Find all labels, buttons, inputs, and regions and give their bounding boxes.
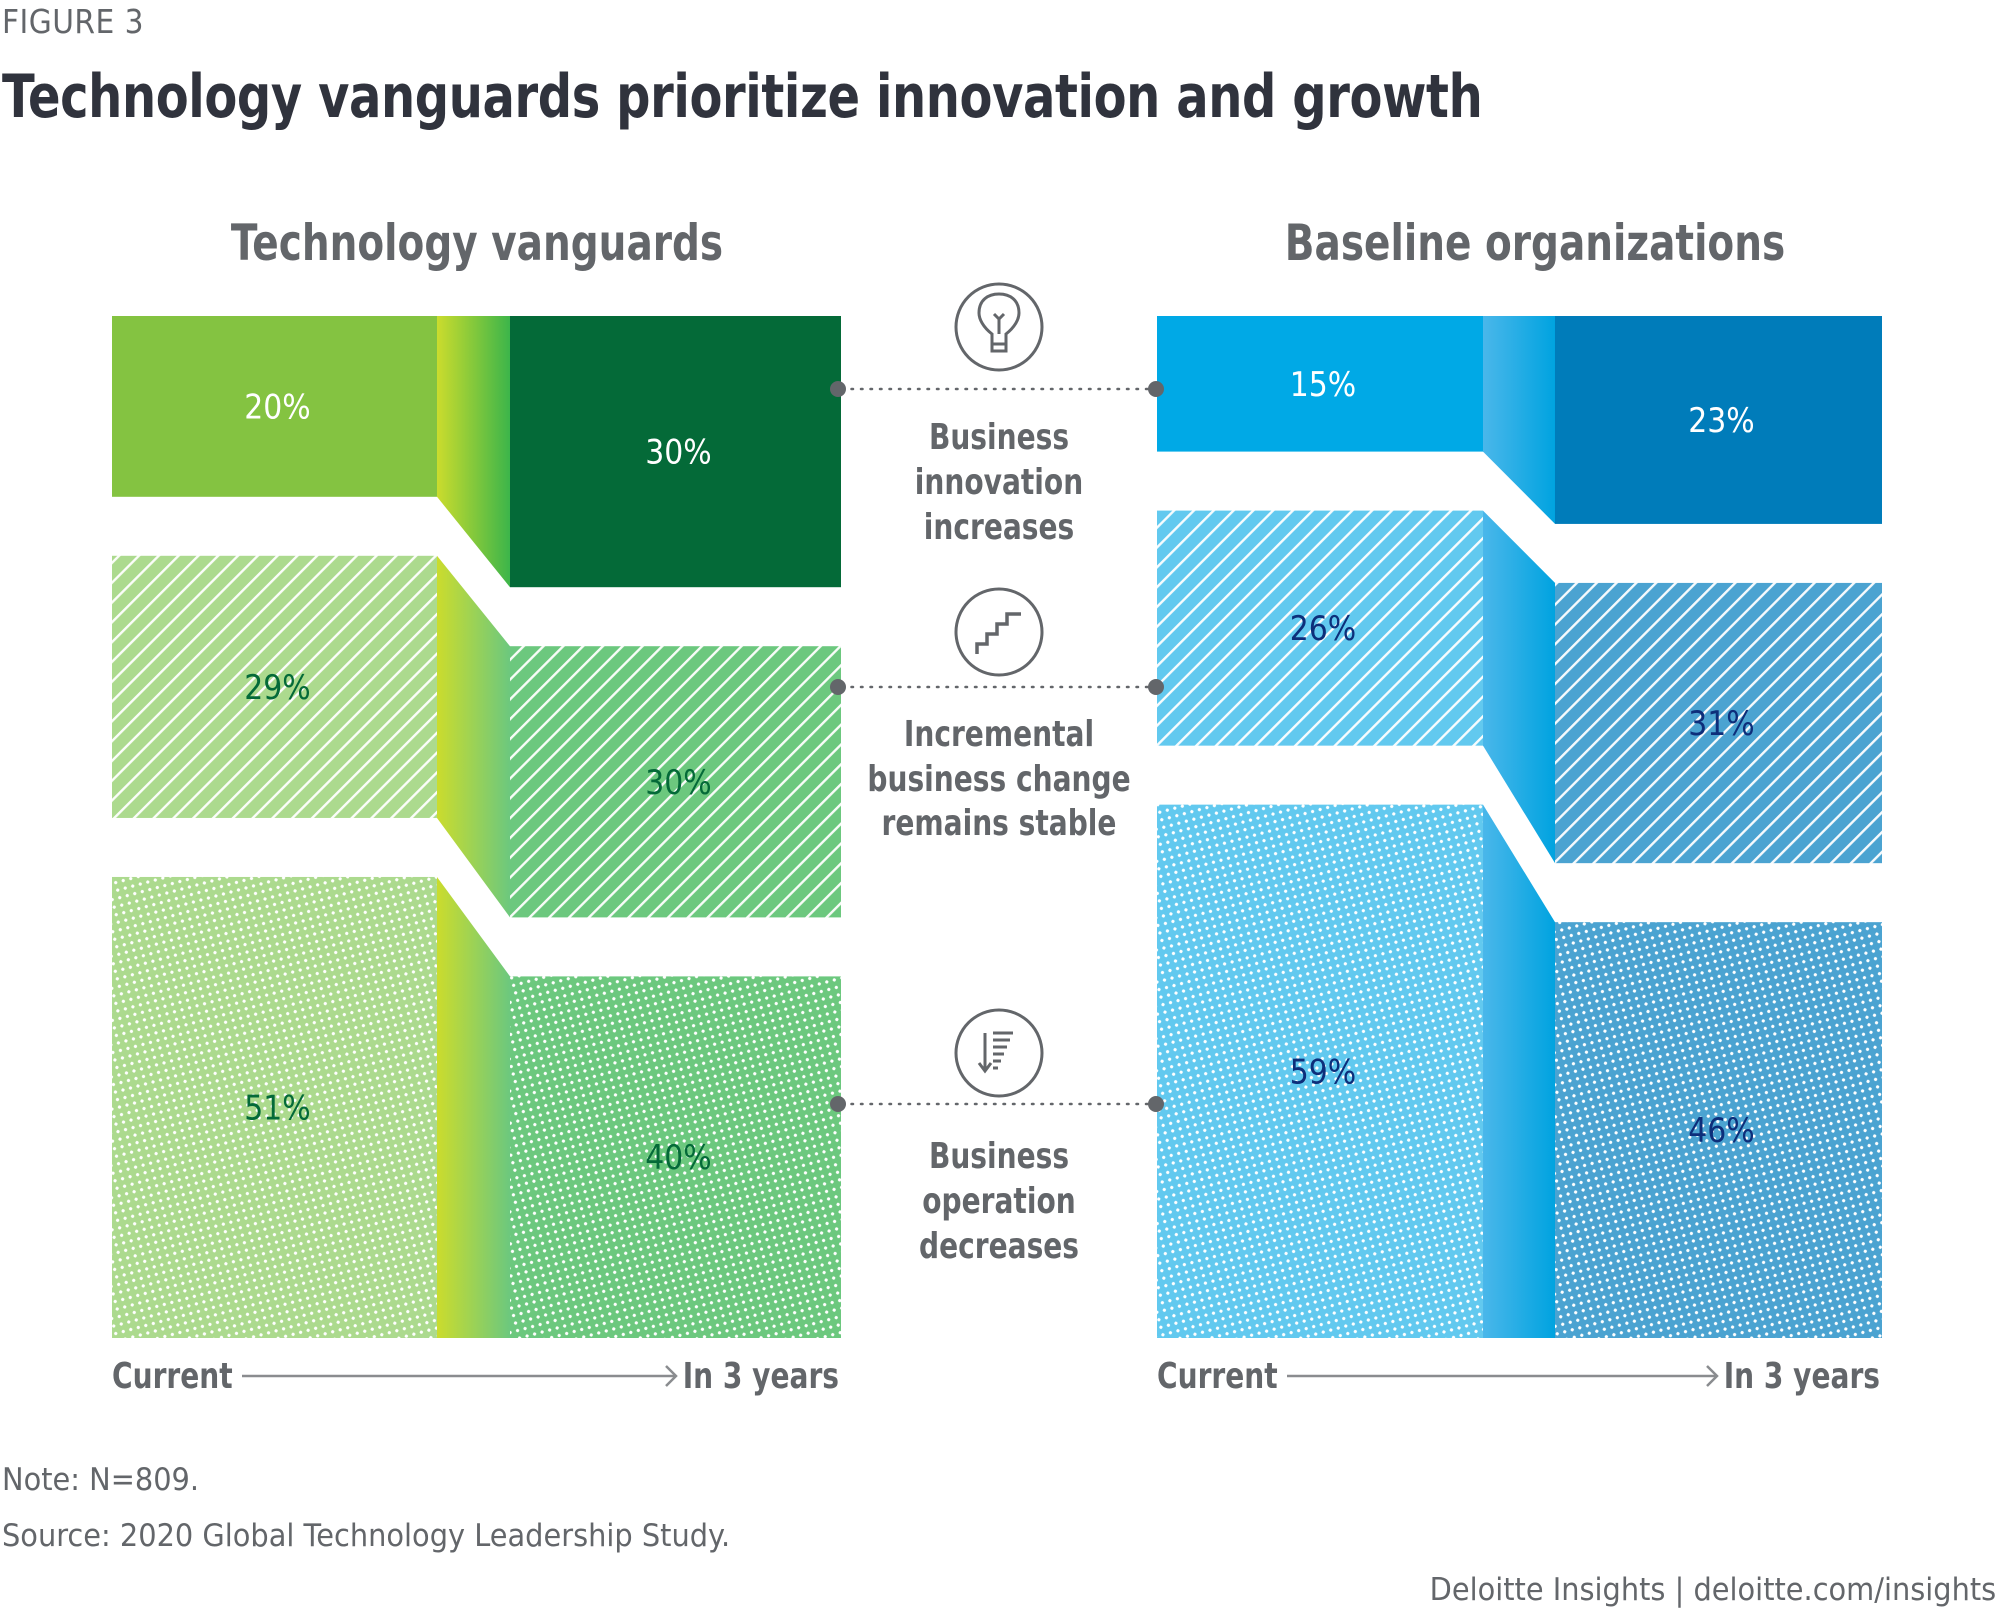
bar-future-1 <box>1555 582 1882 864</box>
connector-dot-right <box>1148 679 1164 695</box>
connector-0 <box>437 316 510 588</box>
annotation-text-line: decreases <box>919 1225 1079 1267</box>
lightbulb-icon <box>954 282 1044 372</box>
panel-title-vanguards: Technology vanguards <box>230 214 724 272</box>
bulb-outline <box>977 292 1021 346</box>
bulb-filament <box>992 312 1006 334</box>
sort-descending-icon <box>954 1008 1044 1098</box>
annotation-text-line: innovation <box>915 461 1083 503</box>
panel-title-baseline: Baseline organizations <box>1284 214 1786 272</box>
panel-baseline: 15% 23% 26% 31% 59% 46% <box>1157 316 1882 1338</box>
bar-future-2 <box>510 976 841 1338</box>
data-label-future-0: 23% <box>1688 400 1754 440</box>
data-label-current-2: 59% <box>1290 1051 1356 1091</box>
data-label-future-0: 30% <box>645 432 711 472</box>
connector-1 <box>437 555 510 918</box>
bar-future-1 <box>510 646 841 918</box>
stairs-path <box>975 612 1021 654</box>
bar-current-2 <box>112 876 437 1338</box>
data-label-current-0: 15% <box>1290 364 1356 404</box>
annotation-text-line: increases <box>924 506 1075 548</box>
annotation-text-line: Business <box>929 416 1069 458</box>
data-label-current-2: 51% <box>244 1088 310 1128</box>
bulb-base <box>990 342 1008 353</box>
time-arrow-head <box>1706 1365 1719 1387</box>
footer-credit: Deloitte Insights | deloitte.com/insight… <box>1429 1572 1996 1608</box>
bar-current-1 <box>1157 510 1483 746</box>
time-label-in-3-years: In 3 years <box>1724 1355 1880 1397</box>
connector-dot-left <box>830 1096 846 1112</box>
figure-label: FIGURE 3 <box>2 2 144 41</box>
data-label-future-2: 40% <box>645 1137 711 1177</box>
data-label-future-2: 46% <box>1688 1110 1754 1150</box>
chart-title: Technology vanguards prioritize innovati… <box>2 62 1483 132</box>
bar-current-2 <box>1157 804 1483 1338</box>
bar-future-0 <box>1555 316 1882 524</box>
data-label-future-1: 31% <box>1688 703 1754 743</box>
arrow-head <box>977 1062 993 1074</box>
time-label-current: Current <box>112 1355 233 1397</box>
connector-dot-left <box>830 679 846 695</box>
icon-circle <box>954 587 1044 677</box>
connector-dot-right <box>1148 381 1164 397</box>
time-label-current: Current <box>1157 1355 1278 1397</box>
bar-current-1 <box>112 555 437 818</box>
connector-dot-right <box>1148 1096 1164 1112</box>
connector-2 <box>1483 804 1555 1338</box>
annotation-text-line: remains stable <box>882 802 1117 844</box>
data-label-future-1: 30% <box>645 762 711 802</box>
connector-2 <box>437 876 510 1338</box>
connector-dot-left <box>830 381 846 397</box>
bar-current-0 <box>112 316 437 497</box>
stairs-icon <box>954 587 1044 677</box>
connector-0 <box>1483 316 1555 524</box>
bar-future-2 <box>1555 922 1882 1338</box>
annotation-text-line: operation <box>922 1180 1075 1222</box>
icon-circle <box>954 1008 1044 1098</box>
connector-1 <box>1483 510 1555 864</box>
time-arrow-head <box>665 1365 678 1387</box>
annotation-text-line: business change <box>867 758 1130 800</box>
bar-current-0 <box>1157 316 1483 452</box>
annotation-text-line: Incremental <box>904 713 1094 755</box>
bar-future-0 <box>510 316 841 588</box>
chart-source: Source: 2020 Global Technology Leadershi… <box>2 1518 731 1554</box>
data-label-current-1: 26% <box>1290 608 1356 648</box>
time-label-in-3-years: In 3 years <box>683 1355 839 1397</box>
data-label-current-1: 29% <box>244 667 310 707</box>
chart-note: Note: N=809. <box>2 1462 200 1498</box>
panel-vanguards: 20% 30% 29% 30% 51% 40% <box>112 316 841 1338</box>
annotation-text-line: Business <box>929 1135 1069 1177</box>
icon-circle <box>954 282 1044 372</box>
data-label-current-0: 20% <box>244 387 310 427</box>
